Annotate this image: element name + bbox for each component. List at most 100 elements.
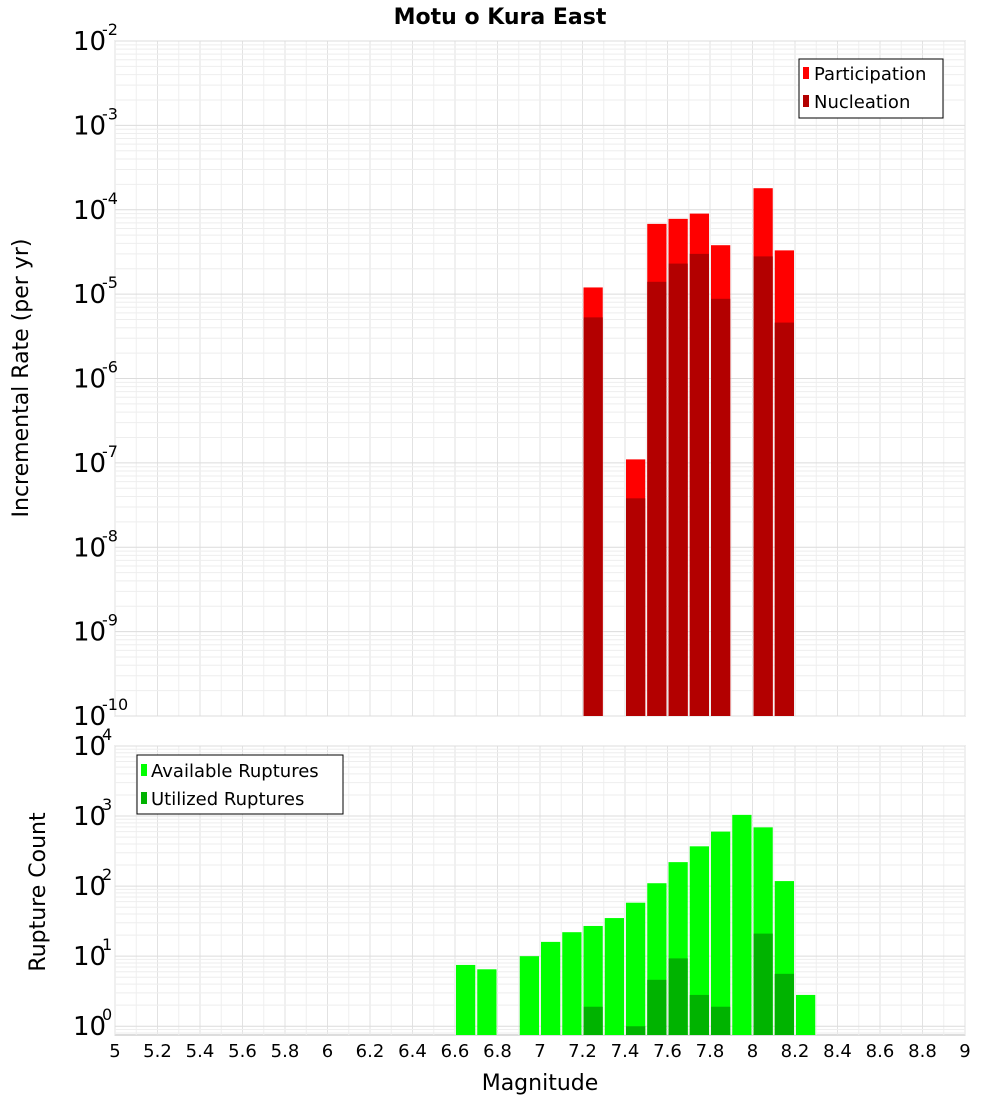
bottom-y-tick-exponent: 4	[102, 725, 112, 744]
utilized-ruptures-bar	[711, 1006, 731, 1035]
available-ruptures-bar	[541, 941, 561, 1035]
available-ruptures-bar	[562, 932, 582, 1035]
nucleation-legend-swatch	[803, 95, 809, 107]
available-ruptures-bar	[711, 831, 731, 1035]
x-tick-label: 6.4	[398, 1041, 427, 1062]
top-y-tick-label: 10	[73, 111, 106, 141]
top-y-tick-exponent: -5	[102, 273, 118, 292]
bottom-y-tick-exponent: 0	[102, 1005, 112, 1024]
x-tick-label: 6.2	[356, 1041, 385, 1062]
x-tick-label: 7	[534, 1041, 545, 1062]
utilized-ruptures-bar	[583, 1006, 603, 1035]
top-y-tick-label: 10	[73, 618, 106, 648]
x-axis-label: Magnitude	[482, 1071, 599, 1096]
chart-title: Motu o Kura East	[394, 5, 607, 30]
nucleation-bar	[711, 298, 731, 716]
x-tick-label: 5.2	[143, 1041, 172, 1062]
top-y-tick-exponent: -9	[102, 611, 118, 630]
x-tick-label: 7.2	[568, 1041, 597, 1062]
x-tick-label: 8.4	[823, 1041, 852, 1062]
x-tick-label: 5.8	[271, 1041, 300, 1062]
top-plot-grid	[114, 40, 966, 717]
top-y-tick-label: 10	[73, 196, 106, 226]
participation-legend-swatch	[803, 67, 809, 79]
top-y-tick-label: 10	[73, 365, 106, 395]
participation-legend-label: Participation	[814, 64, 926, 85]
utilized-ruptures-bar	[753, 933, 773, 1035]
top-y-tick-exponent: -10	[102, 695, 128, 714]
available-ruptures-bar	[604, 918, 624, 1035]
x-tick-label: 9	[959, 1041, 970, 1062]
x-tick-label: 5.6	[228, 1041, 257, 1062]
available-ruptures-bar	[689, 846, 709, 1035]
top-y-tick-label: 10	[73, 702, 106, 732]
bottom-legend-box	[136, 754, 344, 815]
bottom-y-tick-label: 10	[73, 1012, 106, 1042]
x-tick-label: 7.6	[653, 1041, 682, 1062]
available-legend-swatch	[141, 764, 147, 776]
utilized-ruptures-bar	[647, 979, 667, 1035]
bottom-y-tick-exponent: 3	[102, 795, 112, 814]
utilized-ruptures-bar	[626, 1026, 646, 1035]
utilized-ruptures-bar	[774, 973, 794, 1035]
top-y-tick-exponent: -4	[102, 189, 118, 208]
nucleation-bar	[626, 498, 646, 716]
bottom-y-tick-exponent: 1	[102, 935, 112, 954]
available-ruptures-bar	[796, 994, 816, 1035]
bottom-plot-grid	[114, 745, 966, 1035]
nucleation-legend-label: Nucleation	[814, 92, 910, 113]
available-ruptures-bar	[519, 956, 539, 1035]
top-y-tick-label: 10	[73, 27, 106, 57]
nucleation-bar	[774, 322, 794, 716]
available-legend-label: Available Ruptures	[151, 761, 319, 782]
top-y-tick-exponent: -6	[102, 358, 118, 377]
utilized-ruptures-bar	[668, 958, 688, 1035]
x-tick-label: 6.6	[441, 1041, 470, 1062]
utilized-legend-label: Utilized Ruptures	[151, 789, 304, 810]
nucleation-bar	[689, 253, 709, 716]
available-ruptures-bar	[732, 814, 752, 1035]
bottom-y-tick-label: 10	[73, 802, 106, 832]
x-ticks: 5 5.2 5.4 5.6 5.8 6 6.2 6.4 6.6 6.8 7 7.2 7.4 7.6 7.8 8…	[109, 1041, 970, 1062]
nucleation-bar	[668, 263, 688, 716]
available-ruptures-bar	[477, 969, 497, 1035]
x-tick-label: 8.2	[781, 1041, 810, 1062]
top-y-tick-exponent: -3	[102, 104, 118, 123]
nucleation-bar	[583, 317, 603, 716]
bottom-y-axis-label: Rupture Count	[26, 812, 51, 972]
available-ruptures-bar	[626, 902, 646, 1035]
bottom-y-tick-exponent: 2	[102, 865, 112, 884]
x-tick-label: 8	[747, 1041, 758, 1062]
nucleation-bar	[753, 256, 773, 716]
bottom-plot-bars	[456, 814, 816, 1035]
nucleation-bar	[647, 281, 667, 716]
top-y-axis-label: Incremental Rate (per yr)	[9, 239, 34, 518]
x-tick-label: 8.8	[908, 1041, 937, 1062]
utilized-ruptures-bar	[689, 994, 709, 1035]
x-tick-label: 5	[109, 1041, 120, 1062]
top-legend-box	[798, 58, 944, 119]
top-legend: Participation Nucleation	[798, 58, 944, 119]
top-y-tick-label: 10	[73, 280, 106, 310]
top-y-tick-exponent: -8	[102, 526, 118, 545]
x-tick-label: 8.6	[866, 1041, 895, 1062]
x-tick-label: 5.4	[186, 1041, 215, 1062]
x-tick-label: 7.8	[696, 1041, 725, 1062]
x-tick-label: 6.8	[483, 1041, 512, 1062]
top-y-tick-exponent: -7	[102, 442, 118, 461]
x-tick-label: 7.4	[611, 1041, 640, 1062]
top-y-tick-label: 10	[73, 449, 106, 479]
bottom-y-tick-label: 10	[73, 732, 106, 762]
bottom-y-tick-label: 10	[73, 872, 106, 902]
utilized-legend-swatch	[141, 792, 147, 804]
top-plot-bars	[583, 188, 794, 717]
top-y-tick-exponent: -2	[102, 20, 118, 39]
top-y-tick-label: 10	[73, 533, 106, 563]
available-ruptures-bar	[456, 964, 476, 1035]
bottom-legend: Available Ruptures Utilized Ruptures	[136, 754, 344, 815]
